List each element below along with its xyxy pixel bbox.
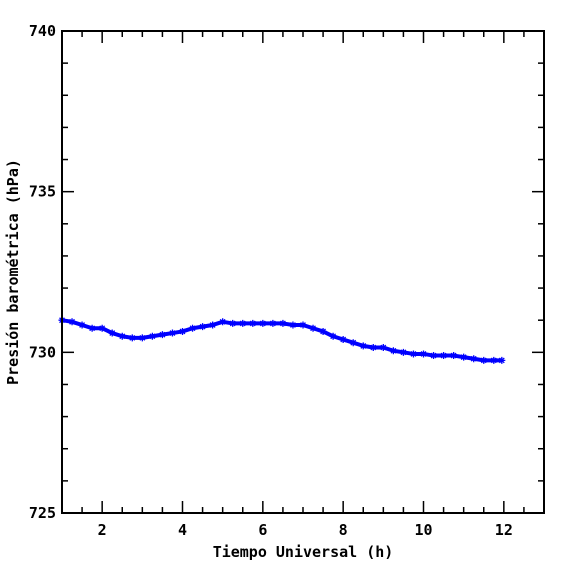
data-point — [480, 356, 488, 364]
series-layer — [58, 316, 506, 364]
data-point — [219, 318, 227, 326]
data-point — [490, 356, 498, 364]
data-point — [168, 329, 176, 337]
y-tick-labels: 725 730 735 740 — [29, 22, 56, 522]
x-tick-label: 4 — [178, 521, 187, 539]
y-tick-label: 725 — [29, 504, 56, 522]
y-tick-label: 740 — [29, 22, 56, 40]
data-point — [118, 332, 126, 340]
data-point — [470, 355, 478, 363]
y-tick-label: 730 — [29, 343, 56, 361]
data-point — [158, 331, 166, 339]
y-tick-label: 735 — [29, 183, 56, 201]
x-tick-label: 10 — [414, 521, 432, 539]
major-ticks — [62, 30, 544, 514]
x-tick-labels: 2 4 6 8 10 12 — [98, 521, 513, 539]
data-point — [289, 321, 297, 329]
data-point — [359, 342, 367, 350]
data-point — [229, 319, 237, 327]
data-point — [68, 318, 76, 326]
series-line — [61, 318, 502, 363]
data-point — [349, 339, 357, 347]
data-point — [138, 334, 146, 342]
data-point — [389, 347, 397, 355]
data-point — [88, 324, 96, 332]
x-tick-label: 6 — [258, 521, 267, 539]
minor-ticks — [61, 31, 545, 513]
data-point — [319, 327, 327, 335]
data-point — [199, 323, 207, 331]
pressure-series — [58, 316, 506, 364]
data-point — [299, 321, 307, 329]
data-point — [450, 352, 458, 360]
data-point — [98, 324, 106, 332]
x-tick-label: 8 — [339, 521, 348, 539]
data-point — [279, 319, 287, 327]
data-point — [128, 334, 136, 342]
data-point — [399, 348, 407, 356]
data-point — [460, 353, 468, 361]
y-axis-label: Presión barométrica (hPa) — [4, 159, 22, 385]
data-point — [259, 319, 267, 327]
data-point — [148, 332, 156, 340]
data-point — [189, 324, 197, 332]
data-point — [379, 344, 387, 352]
data-point — [269, 319, 277, 327]
data-point — [239, 319, 247, 327]
x-axis-label: Tiempo Universal (h) — [213, 543, 394, 561]
data-point — [420, 350, 427, 358]
data-point — [409, 350, 417, 358]
plot-frame — [61, 30, 545, 514]
data-point — [309, 324, 317, 332]
data-point — [339, 335, 347, 343]
data-point — [498, 356, 506, 364]
data-point — [209, 321, 217, 329]
data-point — [108, 329, 116, 337]
x-tick-label: 12 — [495, 521, 513, 539]
data-point — [179, 327, 186, 335]
data-point — [78, 321, 86, 329]
data-point — [430, 352, 438, 360]
data-point — [369, 344, 377, 352]
data-point — [440, 352, 448, 360]
x-tick-label: 2 — [98, 521, 107, 539]
data-point — [329, 332, 337, 340]
data-point — [249, 319, 257, 327]
